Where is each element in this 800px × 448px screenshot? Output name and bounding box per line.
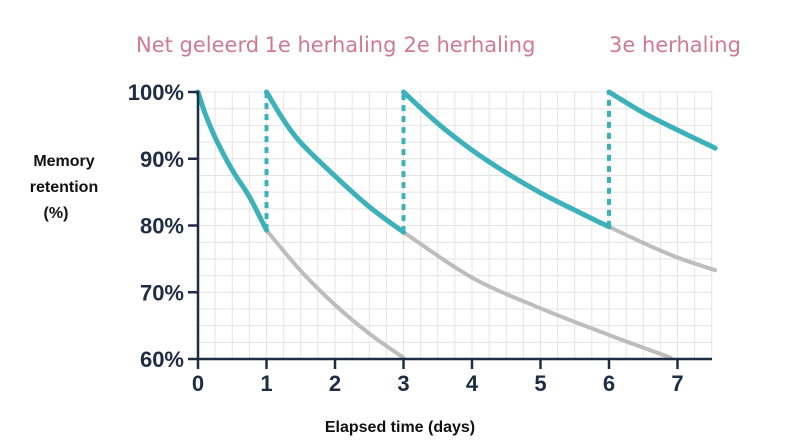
axes bbox=[188, 90, 712, 369]
y-tick-label: 70% bbox=[140, 280, 184, 305]
decay-curves bbox=[264, 224, 718, 360]
y-axis-label-line-1: Memory bbox=[33, 153, 94, 170]
grid bbox=[197, 91, 713, 360]
review-annotation-2: 1e herhaling bbox=[265, 33, 397, 57]
decay-curve-2 bbox=[401, 230, 673, 360]
x-tick-label: 6 bbox=[603, 371, 615, 396]
x-tick-label: 2 bbox=[329, 371, 341, 396]
review-annotation-4: 3e herhaling bbox=[609, 33, 741, 57]
x-tick-label: 5 bbox=[534, 371, 546, 396]
x-tick-label: 3 bbox=[397, 371, 409, 396]
y-axis-label-line-3: (%) bbox=[44, 205, 69, 222]
x-tick-label: 4 bbox=[466, 371, 479, 396]
retention-curve-4 bbox=[606, 89, 718, 151]
y-tick-labels: 60% 70% 80% 90% 100% bbox=[128, 80, 184, 372]
review-annotations: Net geleerd 1e herhaling 2e herhaling 3e he… bbox=[136, 33, 741, 57]
retention-curve-1 bbox=[195, 89, 269, 233]
retention-curve-3 bbox=[401, 89, 612, 230]
decay-curve-3 bbox=[607, 224, 718, 273]
x-tick-label: 0 bbox=[192, 371, 204, 396]
y-axis-label-line-2: retention bbox=[30, 179, 98, 196]
retention-curves bbox=[195, 89, 718, 235]
y-tick-label: 100% bbox=[128, 80, 184, 105]
y-tick-label: 90% bbox=[140, 147, 184, 172]
x-tick-label: 1 bbox=[260, 371, 272, 396]
review-annotation-3: 2e herhaling bbox=[404, 33, 536, 57]
x-axis-label: Elapsed time (days) bbox=[325, 419, 475, 436]
review-markers bbox=[264, 92, 611, 233]
x-tick-label: 7 bbox=[671, 371, 683, 396]
review-annotation-1: Net geleerd bbox=[136, 33, 259, 57]
y-tick-label: 80% bbox=[140, 214, 184, 239]
decay-curve-1 bbox=[264, 228, 406, 360]
retention-curve-2 bbox=[264, 89, 406, 235]
x-tick-labels: 0 1 2 3 4 5 6 7 bbox=[192, 371, 684, 396]
y-tick-label: 60% bbox=[140, 347, 184, 372]
